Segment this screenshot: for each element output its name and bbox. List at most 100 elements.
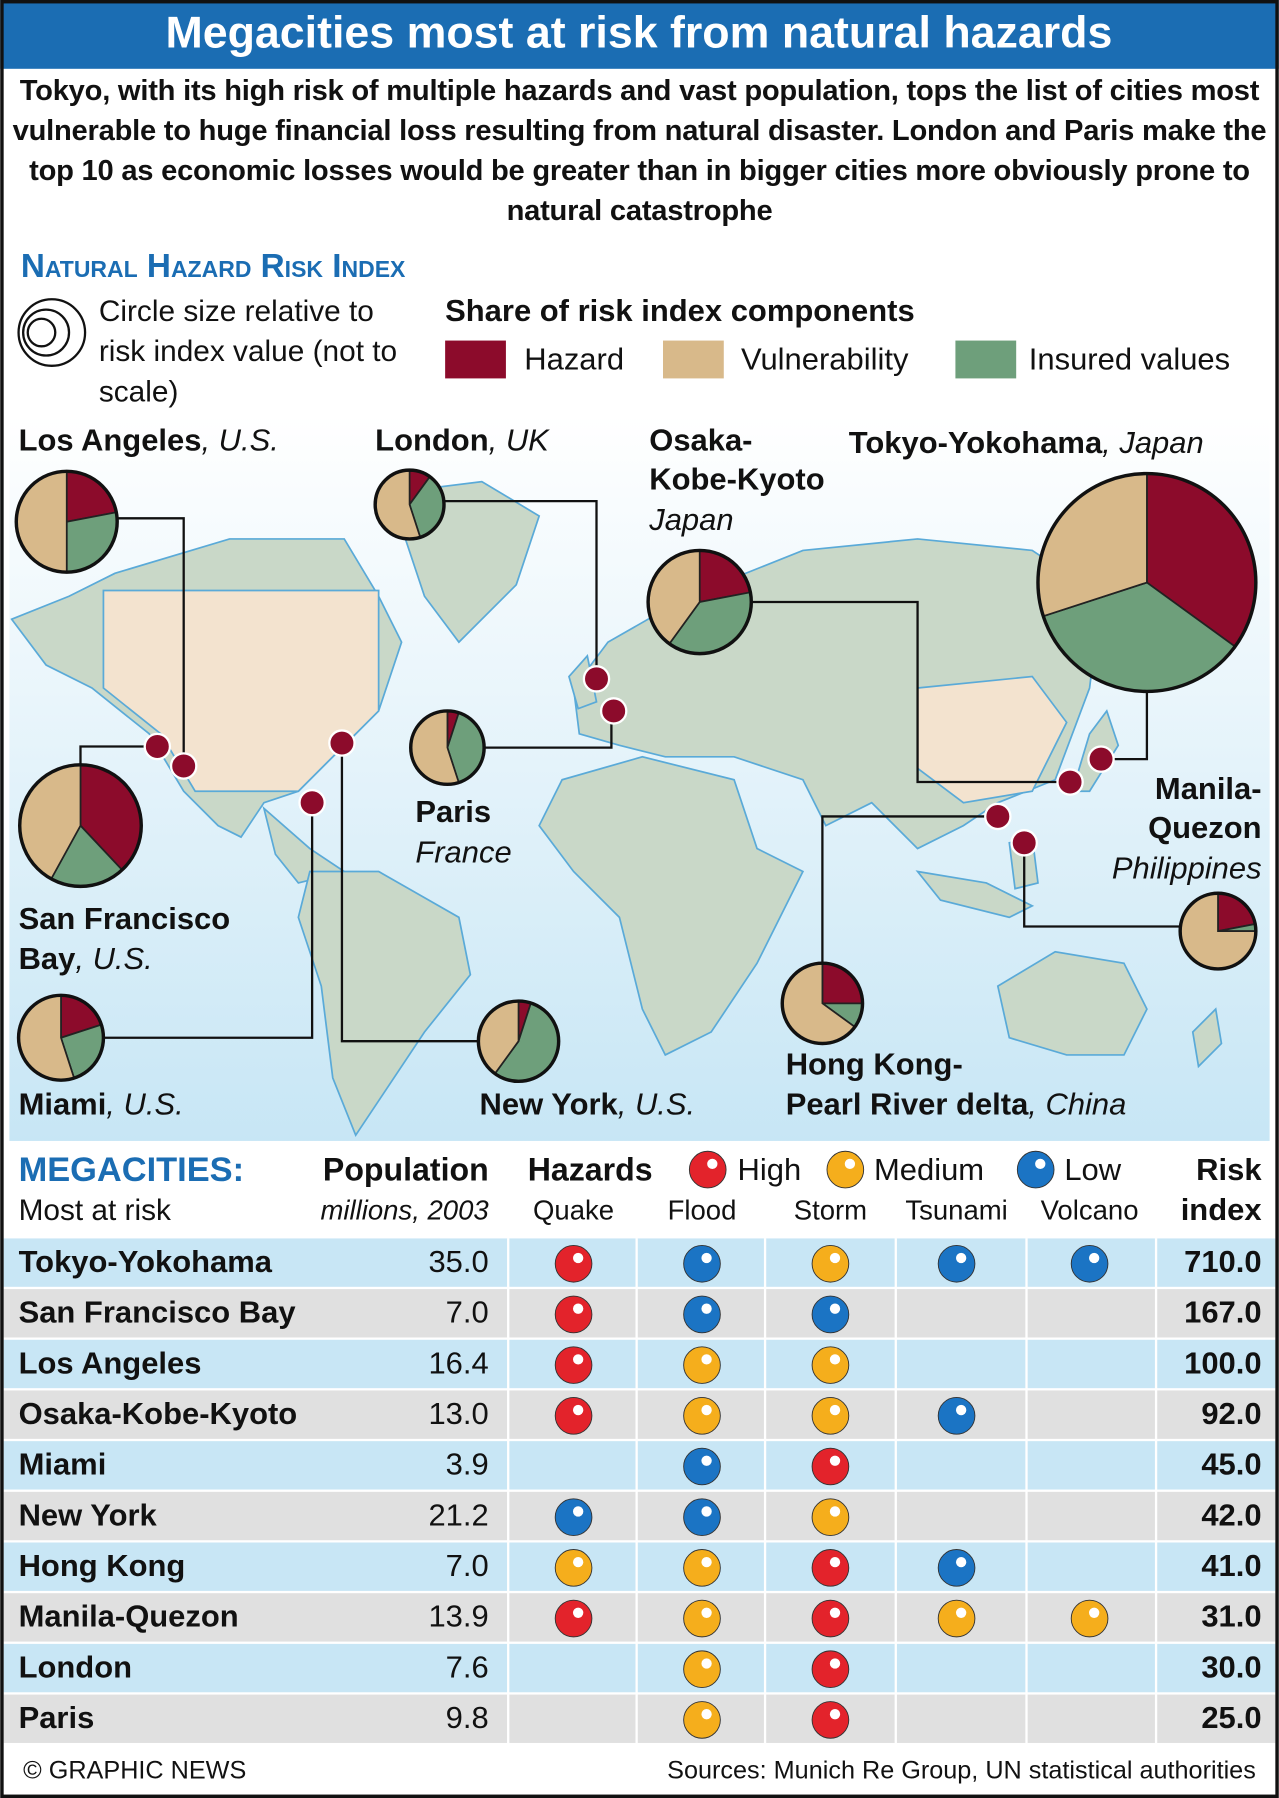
hazard-dot [683, 1447, 721, 1486]
city-label: London, UK [375, 423, 550, 458]
hazard-dot [554, 1346, 593, 1384]
city-dot [1087, 745, 1115, 773]
city-label: Manila- [1155, 771, 1262, 806]
city-dot [599, 697, 628, 725]
footer-credit: © GRAPHIC NEWS [23, 1756, 246, 1784]
city-label: Paris [415, 794, 491, 829]
connector [117, 517, 185, 766]
cell-population: 7.6 [446, 1649, 489, 1684]
city-dot [1056, 768, 1084, 796]
pie-outline [373, 468, 446, 541]
cell-risk: 41.0 [1201, 1548, 1261, 1583]
col-header: Storm [794, 1194, 867, 1225]
hazard-dot [683, 1397, 721, 1435]
hazard-dot [1070, 1244, 1109, 1283]
hazard-dot [554, 1244, 593, 1283]
pie-outline [17, 763, 143, 889]
hazard-dot [683, 1498, 721, 1536]
city-dot [169, 752, 198, 780]
legend-label: Hazard [524, 341, 624, 376]
col-header: Risk [1196, 1152, 1262, 1187]
dot-highlight [829, 1404, 841, 1416]
cell-risk: 167.0 [1184, 1295, 1261, 1330]
hazard-dot [683, 1549, 721, 1587]
dot-highlight [844, 1158, 856, 1170]
table-row [3, 1593, 1276, 1642]
connector [340, 743, 479, 1043]
city-name: Kobe-Kyoto [649, 462, 824, 497]
col-header: Flood [668, 1194, 737, 1225]
hazard-dot [811, 1498, 850, 1536]
city-country: , U.S. [201, 423, 278, 458]
city-dot [984, 802, 1012, 831]
connector [443, 499, 598, 679]
city-name: Hong Kong- [786, 1047, 963, 1082]
pie-outline [1178, 891, 1258, 971]
city-name: Tokyo-Yokohama [849, 425, 1103, 460]
dot-highlight [829, 1658, 841, 1669]
table-row [3, 1542, 1276, 1591]
table-row [3, 1238, 1276, 1287]
city-label: Bay, U.S. [19, 941, 153, 976]
dot-highlight [829, 1252, 841, 1264]
cell-risk: 45.0 [1201, 1447, 1261, 1482]
cell-city: Hong Kong [19, 1548, 186, 1583]
table-title: MEGACITIES: [19, 1151, 244, 1189]
col-header: Population [323, 1151, 489, 1187]
table-row [3, 1339, 1276, 1389]
dot-highlight [829, 1607, 841, 1618]
cell-risk: 42.0 [1201, 1497, 1261, 1532]
city-dot [328, 729, 356, 757]
table-row [3, 1441, 1276, 1490]
city-country: , China [1028, 1087, 1126, 1122]
dot-highlight [701, 1556, 712, 1568]
dot-highlight [701, 1404, 712, 1416]
dot-highlight [829, 1709, 841, 1720]
hazard-dot [811, 1650, 850, 1689]
city-dot [582, 665, 611, 693]
table-row [3, 1643, 1276, 1693]
table-row [3, 1289, 1276, 1338]
hazard-dot [811, 1549, 850, 1587]
hazard-dot [811, 1701, 850, 1739]
legend-label: Vulnerability [741, 341, 909, 376]
dot-highlight [829, 1303, 841, 1314]
city-country: , U.S. [75, 941, 152, 976]
city-country: Philippines [1112, 851, 1262, 886]
pie-outline [476, 999, 561, 1084]
city-name: Miami [19, 1087, 107, 1122]
dot-highlight [701, 1709, 712, 1720]
cell-risk: 710.0 [1184, 1244, 1261, 1279]
dot-highlight [955, 1404, 967, 1416]
cell-population: 3.9 [446, 1447, 489, 1482]
city-name: Los Angeles [19, 423, 202, 458]
hazard-dot [683, 1295, 721, 1334]
city-country: , UK [489, 423, 551, 458]
cell-population: 35.0 [428, 1244, 488, 1279]
cell-city: London [19, 1649, 132, 1684]
city-label: San Francisco [19, 901, 231, 936]
col-unit: millions, 2003 [320, 1194, 489, 1225]
col-header: Hazards [528, 1151, 653, 1187]
dot-highlight [572, 1506, 584, 1517]
city-name: San Francisco [19, 901, 231, 936]
title-bar [0, 0, 1279, 69]
dot-highlight [701, 1658, 712, 1669]
share-title: Share of risk index components [445, 293, 915, 328]
hazard-dot [937, 1549, 976, 1587]
legend-swatch [955, 340, 1017, 379]
hazard-dot [554, 1295, 593, 1334]
dot-highlight [707, 1158, 718, 1170]
hazard-dot [811, 1346, 850, 1384]
dot-highlight [955, 1252, 967, 1264]
city-name: Paris [415, 794, 491, 829]
pie-outline [14, 469, 119, 574]
hazard-dot [683, 1346, 721, 1384]
dot-highlight [701, 1455, 712, 1466]
legend-swatch [445, 340, 506, 379]
city-label: Tokyo-Yokohama, Japan [849, 425, 1204, 460]
city-dot [1010, 829, 1038, 857]
hazard-dot [554, 1599, 593, 1638]
city-label: Los Angeles, U.S. [19, 423, 279, 458]
